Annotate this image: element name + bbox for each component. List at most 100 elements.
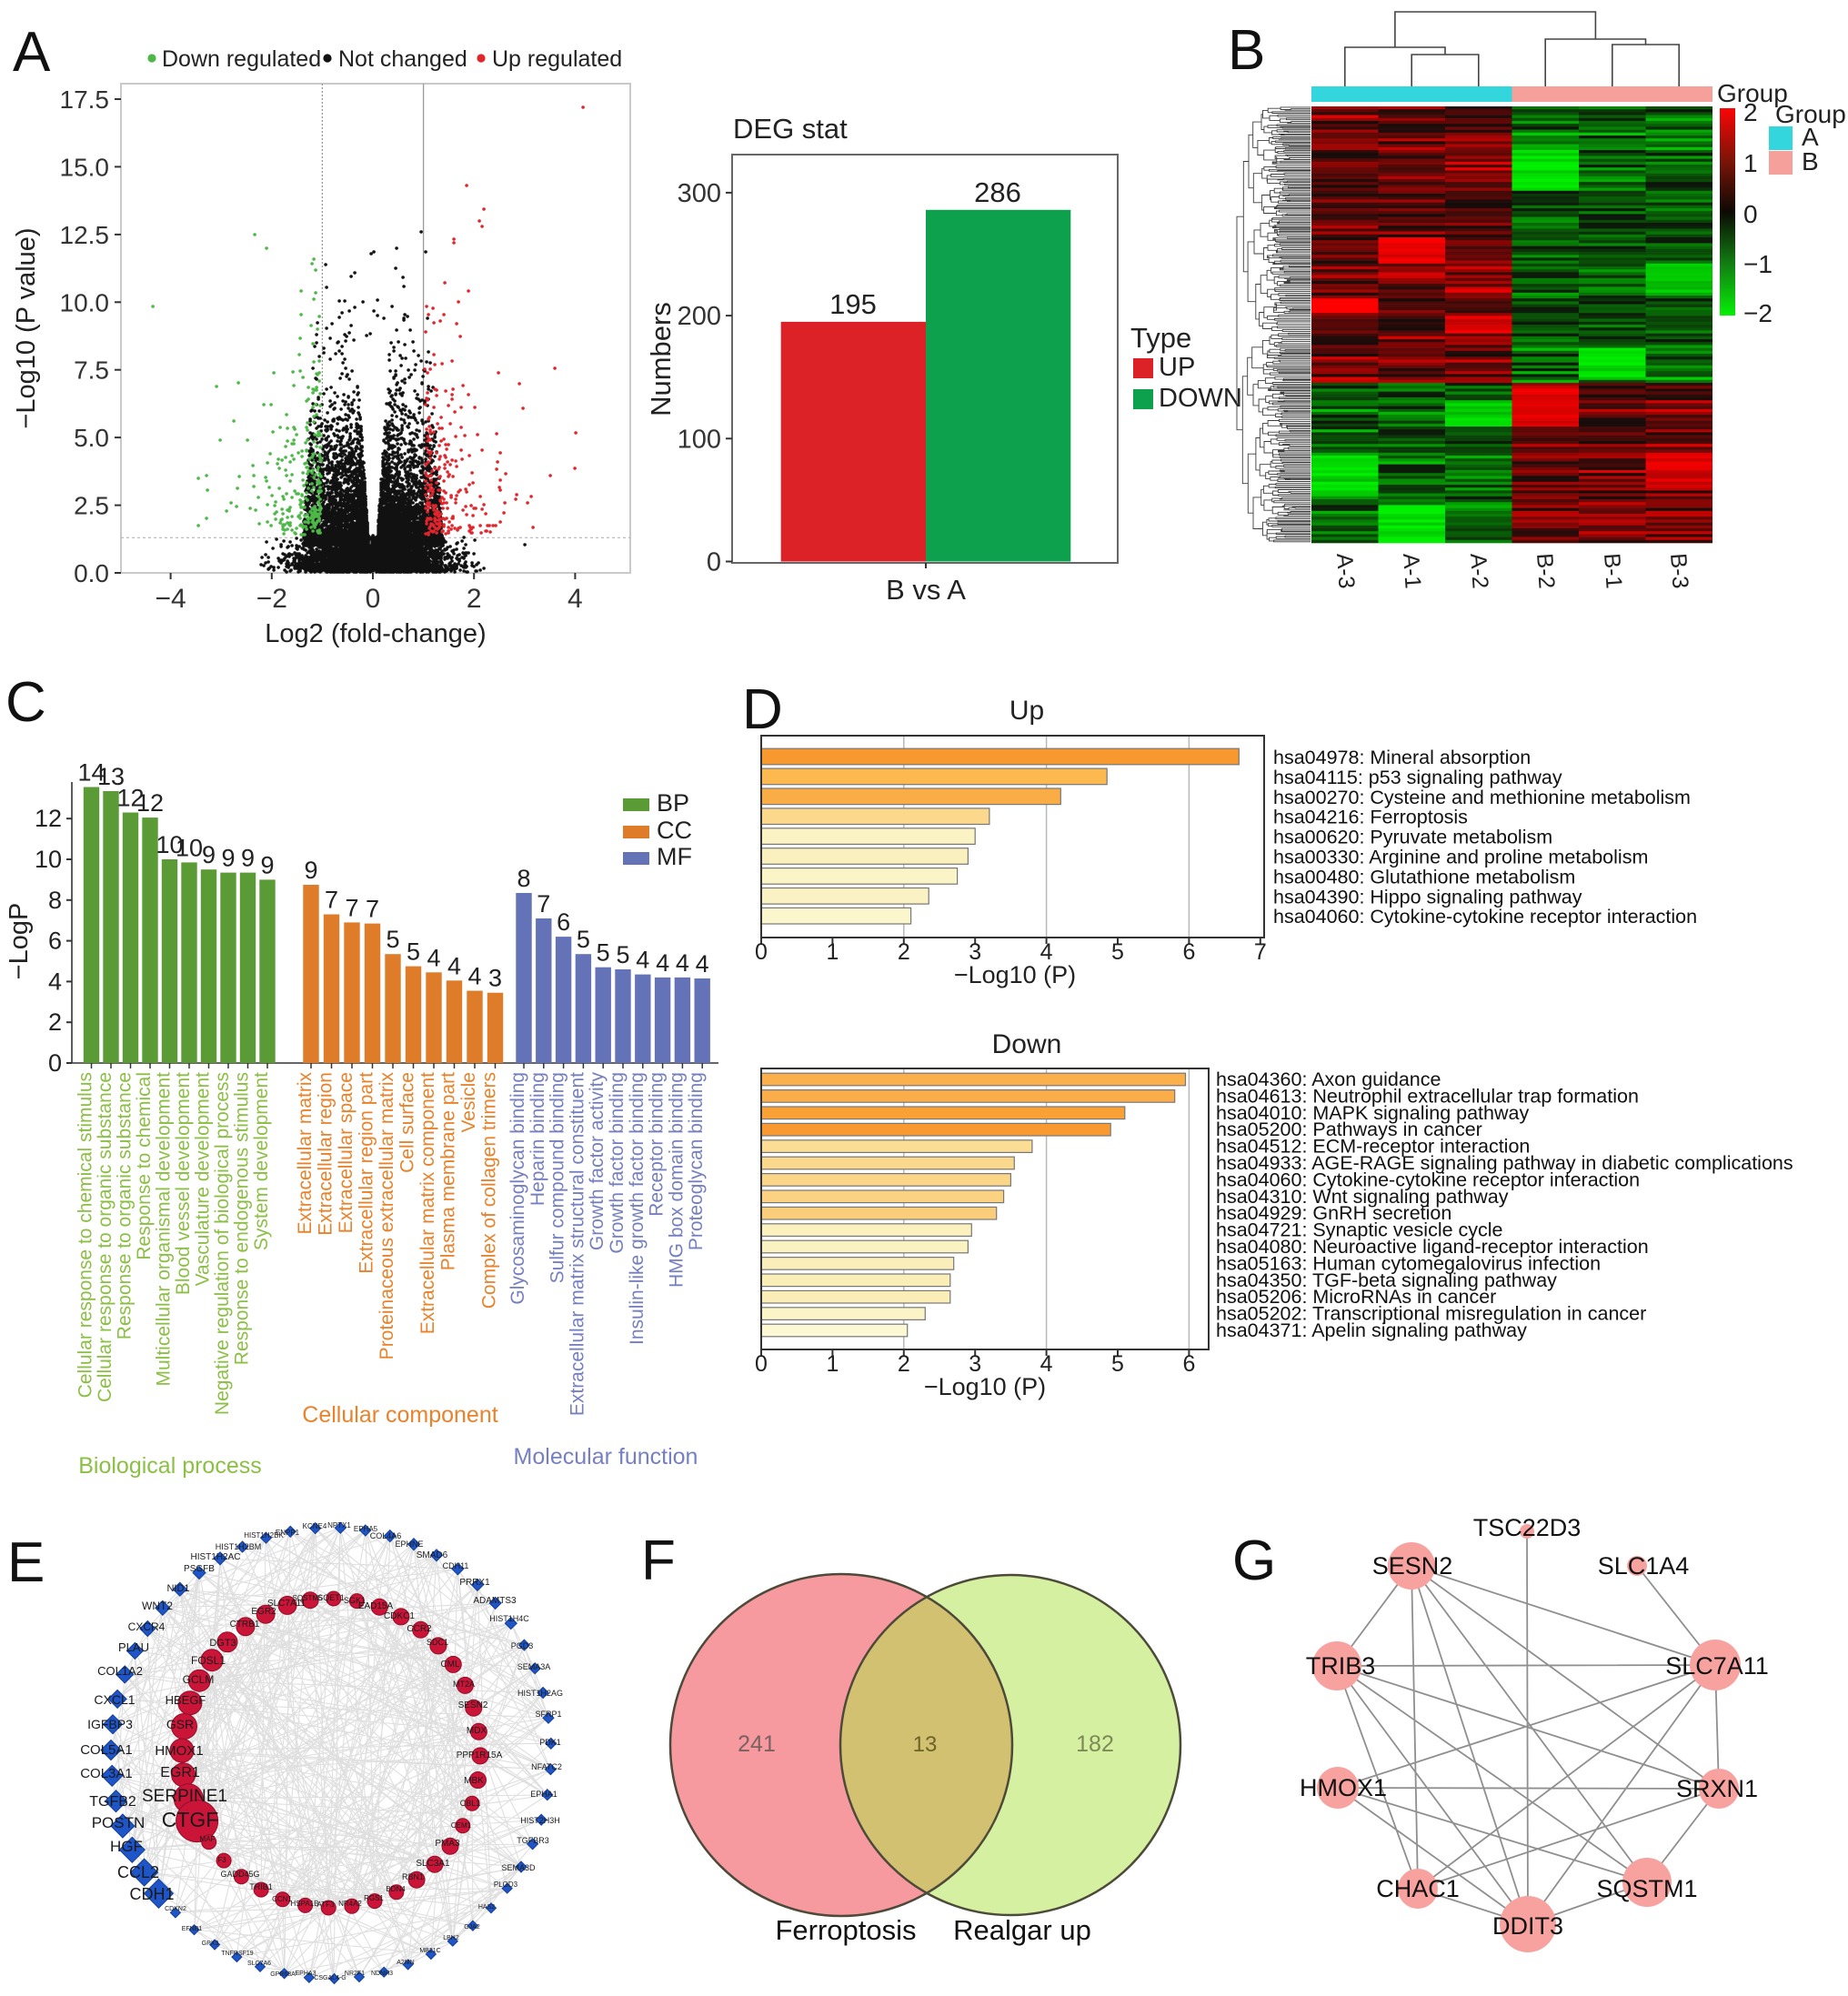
svg-text:HBEGF: HBEGF [166, 1693, 206, 1707]
svg-text:9: 9 [260, 851, 274, 878]
svg-text:hsa04933: AGE-RAGE signaling p: hsa04933: AGE-RAGE signaling pathway in … [1216, 1152, 1793, 1174]
svg-text:200: 200 [678, 302, 721, 331]
svg-text:CTGF: CTGF [162, 1808, 219, 1831]
svg-text:MF: MF [657, 843, 692, 870]
svg-text:HGF: HGF [110, 1838, 143, 1855]
svg-text:2.5: 2.5 [74, 492, 109, 520]
svg-text:MDX: MDX [467, 1726, 487, 1736]
svg-text:CML: CML [440, 1660, 460, 1670]
svg-text:KCNE4: KCNE4 [303, 1522, 327, 1530]
svg-text:CSGAL4-G: CSGAL4-G [314, 1975, 346, 1981]
svg-text:4: 4 [567, 584, 583, 614]
svg-text:Sulfur compound binding: Sulfur compound binding [547, 1072, 568, 1283]
svg-text:TGFB2: TGFB2 [89, 1794, 136, 1810]
svg-text:CDKN2: CDKN2 [165, 1906, 186, 1912]
svg-text:5: 5 [616, 941, 629, 968]
svg-text:1: 1 [826, 939, 839, 965]
svg-text:0: 0 [48, 1049, 62, 1077]
svg-text:NR4A2: NR4A2 [338, 1900, 362, 1908]
svg-text:hsa05202: Transcriptional misr: hsa05202: Transcriptional misregulation … [1216, 1303, 1646, 1325]
svg-text:TSC22D3: TSC22D3 [1473, 1514, 1582, 1541]
svg-text:4: 4 [676, 949, 689, 977]
svg-text:EFNB1: EFNB1 [182, 1926, 203, 1932]
svg-text:CXCL1: CXCL1 [94, 1692, 135, 1707]
svg-text:SEMA3D: SEMA3D [501, 1863, 536, 1872]
svg-text:SQET1: SQET1 [317, 1593, 345, 1602]
svg-text:10: 10 [35, 846, 62, 873]
svg-text:Extracellular region: Extracellular region [316, 1072, 336, 1236]
svg-text:EPHA3: EPHA3 [296, 1971, 316, 1977]
svg-text:SEMA3A: SEMA3A [517, 1662, 551, 1671]
svg-text:WNT2: WNT2 [142, 1600, 173, 1612]
svg-text:HAS2: HAS2 [478, 1904, 495, 1911]
svg-text:Cellular response to organic s: Cellular response to organic substance [95, 1072, 116, 1402]
svg-text:Extracellular matrix component: Extracellular matrix component [417, 1072, 438, 1334]
svg-text:F: F [641, 1530, 676, 1592]
svg-text:Response to endogenous stimulu: Response to endogenous stimulus [232, 1072, 253, 1365]
svg-text:E: E [7, 1531, 45, 1594]
svg-text:7: 7 [1254, 939, 1267, 965]
svg-text:DGT3: DGT3 [209, 1638, 236, 1649]
svg-text:14: 14 [77, 759, 105, 787]
svg-text:5: 5 [407, 938, 420, 966]
svg-text:D: D [742, 678, 783, 741]
svg-text:−1: −1 [1743, 250, 1773, 278]
svg-text:PRRX1: PRRX1 [459, 1578, 490, 1588]
svg-text:hsa04010: MAPK signaling pathw: hsa04010: MAPK signaling pathway [1216, 1102, 1529, 1124]
svg-text:hsa04060: Cytokine-cytokine re: hsa04060: Cytokine-cytokine receptor int… [1273, 906, 1697, 928]
svg-text:SMAD6: SMAD6 [417, 1550, 448, 1560]
svg-text:MBK: MBK [464, 1776, 484, 1786]
svg-text:4: 4 [427, 944, 440, 971]
svg-text:SLC7A11: SLC7A11 [1665, 1652, 1769, 1680]
svg-text:B: B [1802, 147, 1819, 176]
svg-text:RGS1: RGS1 [364, 1894, 384, 1902]
svg-text:COL5A1: COL5A1 [80, 1742, 133, 1758]
svg-text:0.0: 0.0 [74, 559, 109, 587]
svg-text:13: 13 [97, 763, 125, 790]
svg-text:COL4A6: COL4A6 [370, 1531, 402, 1540]
svg-text:241: 241 [738, 1731, 776, 1757]
svg-text:5: 5 [386, 926, 399, 953]
svg-text:MAF: MAF [200, 1835, 216, 1843]
svg-text:5: 5 [597, 939, 610, 967]
svg-text:Response to chemical: Response to chemical [134, 1072, 155, 1260]
svg-text:HMG box domain binding: HMG box domain binding [666, 1072, 687, 1288]
svg-text:LBH2: LBH2 [443, 1935, 459, 1941]
svg-text:hsa04350: TGF-beta signaling p: hsa04350: TGF-beta signaling pathway [1216, 1269, 1557, 1291]
svg-text:Cellular component: Cellular component [302, 1402, 497, 1428]
svg-text:DOWN: DOWN [1159, 384, 1242, 413]
svg-text:CEM1: CEM1 [451, 1821, 472, 1830]
svg-text:5.0: 5.0 [74, 424, 109, 452]
svg-text:GPR68A: GPR68A [270, 1971, 296, 1978]
svg-text:4: 4 [656, 949, 669, 977]
svg-text:4: 4 [1040, 1351, 1053, 1377]
svg-text:−4: −4 [155, 584, 186, 614]
svg-text:Vesicle: Vesicle [458, 1072, 479, 1133]
svg-text:Blood vessel development: Blood vessel development [173, 1072, 194, 1295]
svg-text:HMOX1: HMOX1 [1300, 1774, 1387, 1801]
svg-text:B: B [1228, 19, 1265, 82]
svg-text:4: 4 [636, 947, 649, 974]
svg-text:13: 13 [913, 1732, 938, 1757]
svg-text:0: 0 [755, 1351, 768, 1377]
svg-text:Receptor binding: Receptor binding [647, 1072, 668, 1217]
svg-text:0: 0 [1743, 200, 1758, 228]
svg-text:5: 5 [1111, 939, 1124, 965]
svg-text:−2: −2 [1743, 299, 1773, 327]
svg-text:182: 182 [1076, 1731, 1114, 1757]
svg-text:hsa05206: MicroRNAs in cancer: hsa05206: MicroRNAs in cancer [1216, 1286, 1496, 1308]
svg-text:−2: −2 [256, 584, 287, 614]
svg-text:2: 2 [467, 584, 482, 614]
svg-text:PGD3: PGD3 [511, 1641, 534, 1650]
svg-text:CCR2: CCR2 [407, 1624, 432, 1634]
svg-text:6: 6 [557, 908, 570, 936]
svg-text:3: 3 [969, 939, 981, 965]
svg-text:2: 2 [898, 1351, 910, 1377]
svg-text:hsa04512: ECM-receptor interac: hsa04512: ECM-receptor interaction [1216, 1136, 1530, 1158]
svg-text:7: 7 [345, 894, 358, 921]
svg-text:9: 9 [304, 857, 317, 884]
svg-text:Complex of collagen trimers: Complex of collagen trimers [479, 1072, 500, 1309]
svg-text:Realgar up: Realgar up [953, 1914, 1091, 1946]
svg-text:IGFBP3: IGFBP3 [87, 1717, 133, 1731]
svg-text:7: 7 [537, 890, 550, 918]
